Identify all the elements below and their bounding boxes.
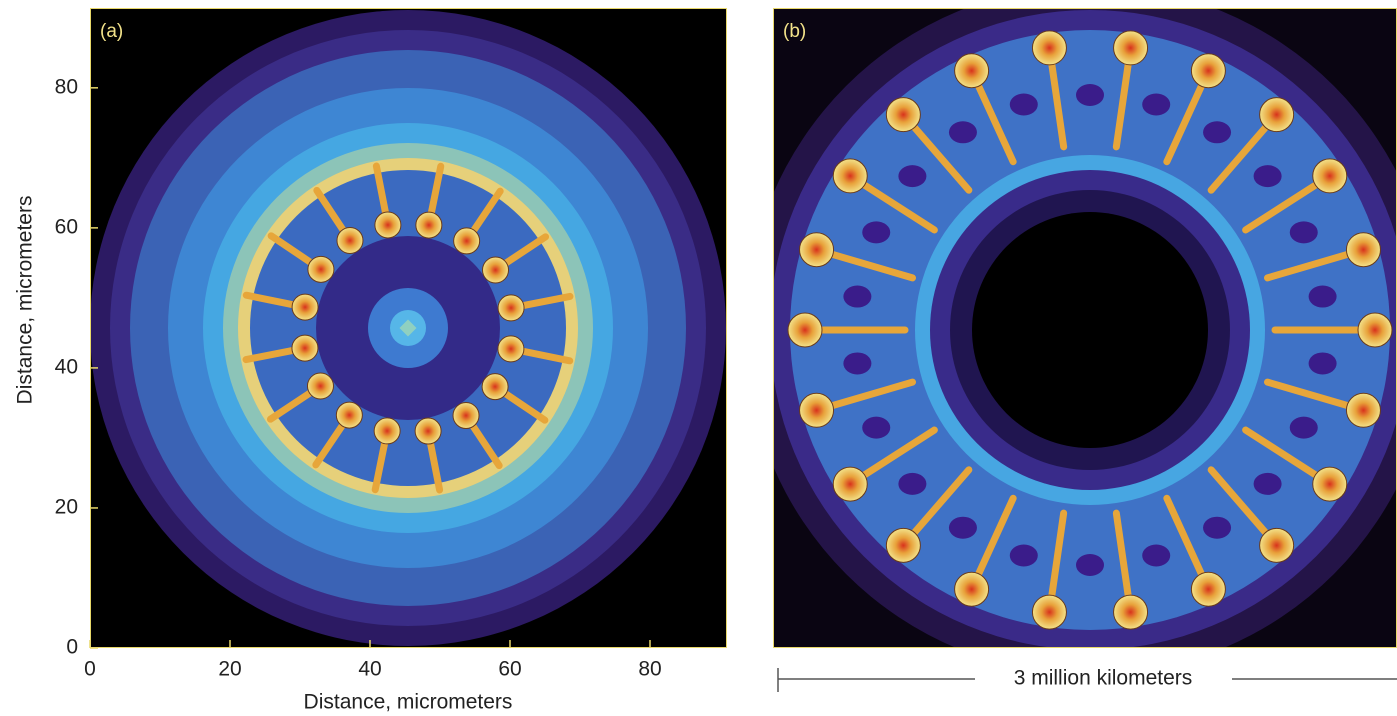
plume-cap [337, 227, 363, 253]
dark-blob [949, 517, 977, 539]
dark-blob [1076, 554, 1104, 576]
plume-cap [498, 336, 524, 362]
dark-blob [1290, 417, 1318, 439]
plume-cap [833, 159, 867, 193]
dark-blob [1076, 84, 1104, 106]
dark-blob [1309, 352, 1337, 374]
dark-blob [1254, 165, 1282, 187]
plume-cap [374, 418, 400, 444]
plume-cap [800, 393, 834, 427]
plume-cap [1114, 595, 1148, 629]
panel-label: (a) [100, 21, 123, 42]
dark-blob [1254, 473, 1282, 495]
dark-blob [843, 352, 871, 374]
dark-blob [1010, 544, 1038, 566]
plume-cap [833, 467, 867, 501]
plume-cap [1191, 572, 1225, 606]
panel-b-image [745, 0, 1397, 675]
x-tick-label: 40 [358, 658, 381, 681]
dark-blob [1010, 94, 1038, 116]
dark-blob [843, 286, 871, 308]
dark-blob [1309, 286, 1337, 308]
y-tick-label: 80 [55, 75, 78, 98]
figure: (a) Distance, micrometers Distance, micr… [0, 0, 1397, 716]
plume-cap [1313, 467, 1347, 501]
plume-cap [483, 257, 509, 283]
dark-blob [862, 417, 890, 439]
y-tick-label: 0 [66, 636, 78, 659]
y-axis-label: Distance, micrometers [14, 196, 37, 405]
plume-cap [307, 373, 333, 399]
plume-cap [955, 572, 989, 606]
plume-cap [1346, 393, 1380, 427]
plume-cap [1032, 595, 1066, 629]
panel-a-image [90, 8, 727, 648]
plume-cap [336, 402, 362, 428]
dark-blob [1203, 121, 1231, 143]
plume-cap [292, 335, 318, 361]
plume-cap [955, 54, 989, 88]
dark-blob [1142, 544, 1170, 566]
y-tick-label: 60 [55, 215, 78, 238]
page: (a) Distance, micrometers Distance, micr… [0, 0, 1397, 716]
plume-cap [292, 294, 318, 320]
plume-cap [1032, 31, 1066, 65]
panel-label: (b) [783, 21, 806, 42]
scale-bar-label: 3 million kilometers [1014, 667, 1193, 690]
dark-blob [898, 165, 926, 187]
plume-cap [800, 233, 834, 267]
plume-cap [498, 295, 524, 321]
dark-blob [1203, 517, 1231, 539]
dark-blob [1290, 221, 1318, 243]
plume-cap [788, 313, 822, 347]
plume-cap [886, 98, 920, 132]
plume-cap [1358, 313, 1392, 347]
y-tick-label: 20 [55, 496, 78, 519]
plume-cap [886, 528, 920, 562]
plume-cap [1191, 54, 1225, 88]
dark-blob [1142, 94, 1170, 116]
plume-cap [1313, 159, 1347, 193]
y-tick-label: 40 [55, 355, 78, 378]
plume-cap [453, 403, 479, 429]
plume-cap [1346, 233, 1380, 267]
x-tick-label: 0 [84, 658, 96, 681]
x-tick-label: 80 [638, 658, 661, 681]
dark-blob [949, 121, 977, 143]
plume-cap [416, 212, 442, 238]
x-axis-label: Distance, micrometers [304, 691, 513, 714]
plume-cap [375, 212, 401, 238]
plume-cap [1114, 31, 1148, 65]
dark-blob [898, 473, 926, 495]
plume-cap [415, 418, 441, 444]
plume-cap [454, 228, 480, 254]
plume-cap [1260, 528, 1294, 562]
plume-cap [308, 256, 334, 282]
x-tick-label: 60 [498, 658, 521, 681]
x-tick-label: 20 [218, 658, 241, 681]
plume-cap [1260, 98, 1294, 132]
dark-blob [862, 221, 890, 243]
plume-cap [482, 374, 508, 400]
